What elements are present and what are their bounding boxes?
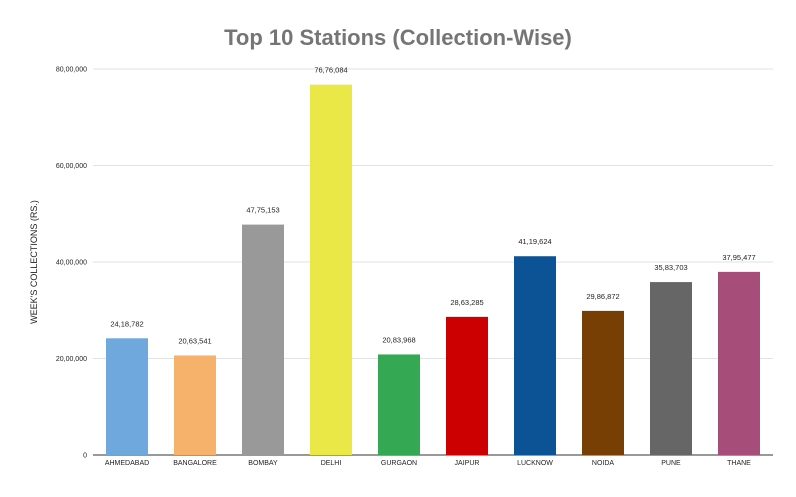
data-label: 35,83,703 <box>654 263 687 272</box>
data-label: 76,76,084 <box>314 66 347 75</box>
bar <box>650 282 692 455</box>
data-label: 47,75,153 <box>246 206 279 215</box>
x-tick-label: BANGALORE <box>173 460 217 467</box>
chart-title: Top 10 Stations (Collection-Wise) <box>224 25 572 50</box>
data-label: 20,63,541 <box>178 336 211 345</box>
x-tick-label: GURGAON <box>381 460 417 467</box>
bar <box>514 256 556 455</box>
bar <box>106 338 148 455</box>
y-tick-label: 20,00,000 <box>56 356 87 363</box>
data-label: 24,18,782 <box>110 319 143 328</box>
x-tick-label: PUNE <box>661 460 681 467</box>
y-axis-title: WEEK'S COLLECTIONS (RS.) <box>29 200 39 324</box>
bar-layer <box>106 84 760 456</box>
bar <box>174 355 216 455</box>
bar <box>718 271 760 455</box>
y-tick-label: 40,00,000 <box>56 260 87 267</box>
data-label: 29,86,872 <box>586 292 619 301</box>
x-tick-label: JAIPUR <box>455 460 480 467</box>
data-label: 37,95,477 <box>722 253 755 262</box>
x-tick-label: NOIDA <box>592 460 615 467</box>
label-layer: 0 20,00,000 40,00,000 60,00,000 80,00,000 24,… <box>56 66 756 467</box>
data-label: 28,63,285 <box>450 298 483 307</box>
x-tick-label: AHMEDABAD <box>105 460 149 467</box>
bar <box>310 84 352 456</box>
bar <box>242 224 284 455</box>
bar <box>378 354 420 455</box>
bar <box>446 316 488 455</box>
x-tick-label: BOMBAY <box>248 460 278 467</box>
x-tick-label: THANE <box>727 460 751 467</box>
y-tick-label: 80,00,000 <box>56 67 87 74</box>
y-tick-label: 0 <box>83 453 87 460</box>
y-tick-label: 60,00,000 <box>56 163 87 170</box>
x-tick-label: DELHI <box>321 460 342 467</box>
bar <box>582 310 624 455</box>
x-tick-label: LUCKNOW <box>517 460 553 467</box>
data-label: 20,83,968 <box>382 335 415 344</box>
data-label: 41,19,624 <box>518 237 551 246</box>
